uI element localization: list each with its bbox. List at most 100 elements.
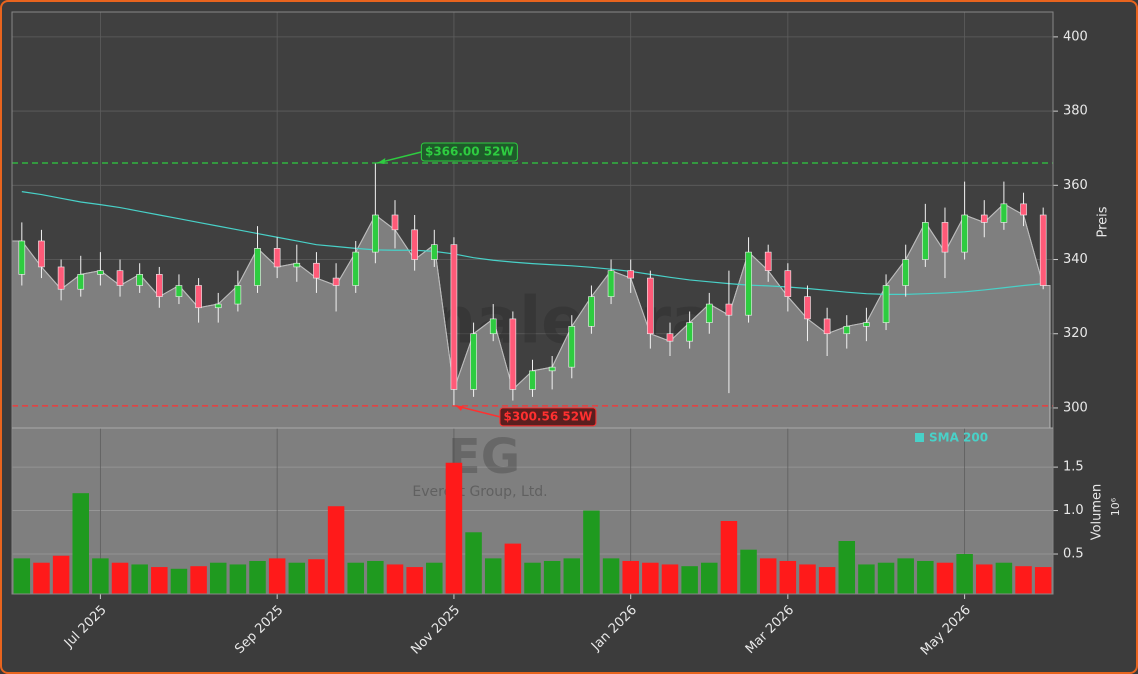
candle-body [18,240,26,275]
volume-bar [308,559,325,594]
annotation-box [499,407,597,427]
y-tick-label: 400 [1063,29,1088,44]
candle-body [647,277,654,335]
candle-body [293,262,301,268]
candle-body [352,251,360,286]
volume-bar [563,558,581,594]
volume-bar [602,558,620,594]
candle-body [843,326,851,335]
volume-bar [72,493,89,594]
candle-body [705,303,713,323]
grid: 300 320 340 360 380 400 0.5 1.0 1.5 Jul 2025 Sep 2… [12,12,1088,659]
candle-body [529,370,536,390]
y-tick-label: 300 [1063,400,1088,415]
annotation-label: $366.00 52W [425,145,514,159]
y-tick-label: 340 [1063,252,1088,267]
volume-bar [52,555,70,594]
candle-body [961,214,968,253]
volume-bar [543,560,561,594]
volume-bar [92,558,109,594]
candle-body [430,244,438,260]
candle-body [509,318,517,390]
volume-bar [504,543,522,594]
plot: $366.00 52W $300.56 52W [11,142,1053,594]
legend-label: SMA 200 [929,431,988,445]
candle-body [450,244,458,390]
candle-body [1020,203,1027,216]
volume-axis-label: Volumen [1090,484,1105,541]
candle-body [332,277,340,286]
volume-bar [642,562,659,594]
y-tick-label: 320 [1063,326,1088,341]
candle-body [273,248,281,268]
candle-body [234,285,242,305]
x-tick-label: Nov 2025 [408,603,463,658]
candle-body [902,259,909,286]
volume-bar [917,560,934,594]
annotation-arrow [455,405,501,418]
x-tick-label: Sep 2025 [232,603,286,657]
annotation-box [420,142,518,162]
plot-border [11,11,1054,595]
candle-body [588,296,595,327]
candle-body [627,270,635,279]
candle-body [1039,214,1047,286]
candle-body [607,270,615,297]
y-tick-label: 0.5 [1063,547,1084,562]
candle-body [804,296,811,320]
volume-bar [622,560,639,594]
volume-bar [131,564,148,594]
x-tick-label: May 2026 [918,603,974,659]
volume-bar [13,558,31,594]
candle-body [980,214,988,223]
candle-body [77,274,85,290]
volume-bar [818,567,836,594]
volume-bar [249,560,266,594]
volume-bar [288,562,306,594]
volume-bar [897,558,914,594]
volume-bar [151,567,168,594]
volume-bar [367,560,384,594]
x-tick-label: Jul 2025 [61,603,110,652]
volume-bar [386,564,404,594]
volume-bar [720,520,738,594]
candle-body [156,274,163,297]
candle-body [784,270,792,297]
arrow-head [377,158,386,165]
volume-bar [524,562,541,594]
volume-bar [268,558,286,594]
candle-body [38,240,45,268]
y-tick-label: 360 [1063,178,1088,193]
candle-body [214,303,222,309]
candle-body [548,366,556,372]
legend-swatch [915,433,924,442]
volume-bar [465,532,482,594]
volume-bar [170,568,188,594]
candle-body [97,270,104,275]
volume-bar [995,562,1013,594]
volume-bar [976,564,993,594]
volume-bar [936,562,954,594]
volume-bar [327,506,345,594]
volume-bar [877,562,895,594]
annotation-label: $300.56 52W [504,409,593,423]
volume-bar [838,540,856,594]
candle-body [195,285,202,309]
candle-body [941,222,949,253]
volume-bar [956,554,973,594]
candle-body [686,322,693,342]
candle-body [489,318,497,335]
volume-bar [858,564,875,594]
volume-bar [190,566,207,594]
volume-bar [111,562,129,594]
volume-multiplier: 10⁶ [1109,497,1122,516]
arrow-head [455,405,464,411]
candle-body [882,285,890,323]
volume-bar [1015,566,1032,594]
candle-body [391,214,399,231]
volume-bar [661,564,679,594]
candle-body [470,333,477,390]
candle-body [863,322,870,327]
